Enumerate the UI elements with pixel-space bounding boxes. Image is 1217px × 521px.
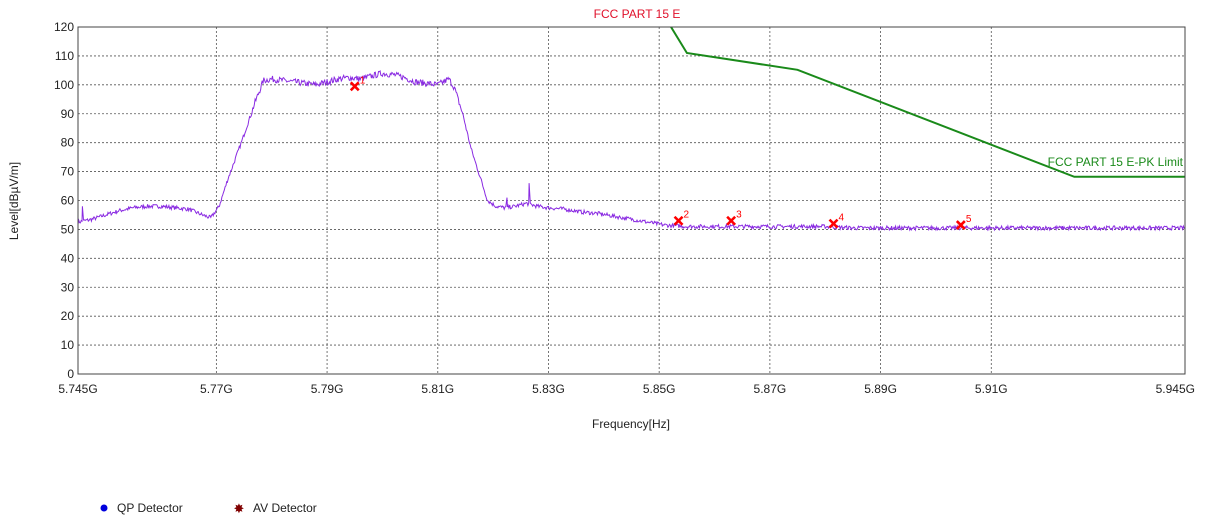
chart-title: FCC PART 15 E	[594, 7, 681, 21]
peak-marker-label: 2	[684, 210, 690, 221]
peak-marker	[349, 81, 360, 92]
x-tick-label: 5.91G	[975, 382, 1008, 396]
limit-line-label: FCC PART 15 E-PK Limit	[1048, 155, 1184, 169]
y-tick-label: 40	[61, 251, 75, 265]
x-tick-label: 5.83G	[532, 382, 565, 396]
y-axis-label: Level[dBµV/m]	[7, 162, 21, 240]
x-tick-label: 5.87G	[754, 382, 787, 396]
peak-marker	[828, 218, 839, 229]
y-tick-label: 20	[61, 309, 75, 323]
peak-marker	[955, 220, 966, 230]
x-tick-label: 5.89G	[864, 382, 897, 396]
x-tick-label: 5.77G	[200, 382, 233, 396]
y-tick-label: 60	[61, 194, 75, 208]
axes-layer: 0 10 20 30 40 50 60 70 80 90 100 110 120 5.745G 5.77G 5…	[54, 20, 1195, 396]
peak-marker-label: 1	[360, 75, 366, 86]
x-tick-label: 5.81G	[421, 382, 454, 396]
y-tick-label: 70	[61, 165, 75, 179]
x-tick-label: 5.79G	[311, 382, 344, 396]
y-tick-label: 110	[55, 49, 74, 63]
peak-marker-label: 4	[839, 213, 845, 224]
x-tick-label: 5.85G	[643, 382, 676, 396]
y-tick-label: 30	[61, 280, 75, 294]
qp-detector-legend-label: QP Detector	[117, 501, 183, 515]
peak-marker-label: 3	[736, 210, 742, 221]
peak-marker	[726, 215, 737, 226]
peak-marker-label: 5	[966, 214, 972, 225]
av-detector-legend-label: AV Detector	[253, 501, 317, 515]
y-tick-label: 100	[54, 78, 74, 92]
x-tick-label: 5.745G	[58, 382, 97, 396]
av-detector-legend-star-icon: ✸	[234, 501, 245, 516]
y-tick-label: 50	[61, 222, 75, 236]
y-tick-label: 90	[61, 107, 75, 121]
x-tick-label: 5.945G	[1156, 382, 1195, 396]
x-axis-label: Frequency[Hz]	[592, 417, 670, 431]
series-layer	[78, 27, 1185, 232]
legend: QP Detector ✸ AV Detector	[100, 501, 317, 516]
marker-layer: 1 2 3 4 5	[349, 75, 972, 230]
measured-trace-line	[78, 70, 1185, 232]
y-tick-label: 10	[61, 338, 75, 352]
y-tick-label: 120	[54, 20, 74, 34]
plot-frame	[77, 26, 1186, 375]
y-tick-label: 80	[61, 136, 75, 150]
grid-layer	[77, 26, 1186, 375]
peak-marker	[673, 215, 684, 226]
pk-limit-line	[669, 27, 1185, 178]
qp-detector-legend-dot	[100, 504, 108, 512]
y-tick-label: 0	[67, 367, 74, 381]
